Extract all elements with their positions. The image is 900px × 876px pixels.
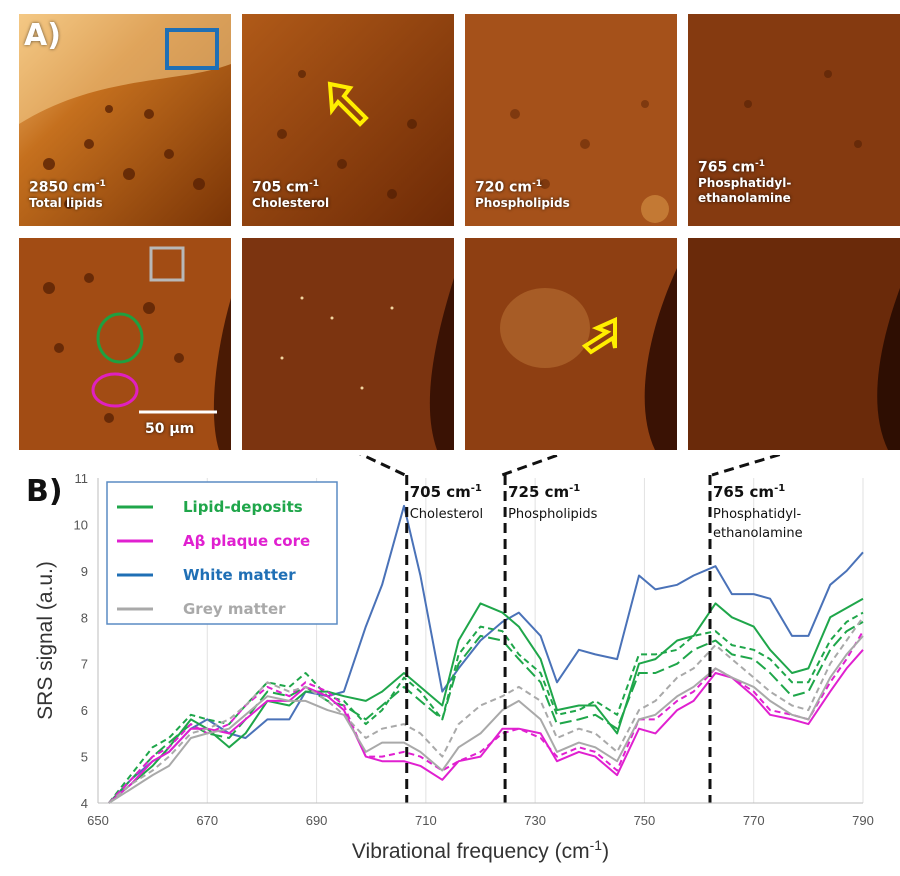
peak-wavenumber-label: 725 cm-1 [508,483,580,501]
white-matter-roi-box [165,28,219,70]
tile-label-cholesterol: 705 cm-1 Cholesterol [252,179,330,210]
micrograph-total-lipids-plaque [19,238,231,450]
y-tick-label: 4 [81,796,88,811]
micrograph-total-lipids [19,14,231,226]
tile-label-phospholipids: 720 cm-1 Phospholipids [475,179,570,210]
image-tile-cholesterol-plaque [242,238,454,450]
image-tile-phospholipids: 720 cm-1 Phospholipids [465,14,677,226]
plaque-core-roi-circle [91,372,139,408]
micrograph-phospholipids [465,14,677,226]
series-line-lipid-deposits-3 [108,621,864,804]
zoom-guide-line [711,455,784,477]
x-tick-label: 710 [415,813,437,828]
image-tile-total-lipids: 2850 cm-1 Total lipids [19,14,231,226]
chart-axes: 650 670 690 710 730 750 770 790 4 5 6 7 8 9 10 11 Vibrat… [34,471,874,863]
series-line-a-plaque-core-2 [108,630,864,804]
x-tick-label: 770 [743,813,765,828]
scale-bar-label: 50 µm [145,421,195,437]
tile-label-total-lipids: 2850 cm-1 Total lipids [29,179,106,210]
legend-entry-label: Aβ plaque core [183,532,310,550]
y-tick-label: 6 [81,703,88,718]
panel-a-label: A) [24,18,61,53]
image-tile-phosphatidylethanolamine: 765 cm-1 Phosphatidyl- ethanolamine [688,14,900,226]
x-tick-label: 650 [87,813,109,828]
micrograph-phospholipids-plaque [465,238,677,450]
panel-b-label: B) [26,474,63,509]
y-tick-label: 9 [81,564,88,579]
chart-legend: Lipid-deposits Aβ plaque core White matter… [106,481,338,625]
x-axis-label: Vibrational frequency (cm-1) [352,837,609,863]
image-tile-total-lipids-plaque: 50 µm [19,238,231,450]
peak-molecule-label-line2: ethanolamine [713,526,803,541]
legend-entry-label: White matter [183,566,296,584]
y-tick-label: 8 [81,610,88,625]
image-tile-phospholipids-plaque [465,238,677,450]
x-tick-label: 670 [196,813,218,828]
yellow-arrow-icon [327,81,369,127]
srs-spectrum-chart: 705 cm-1 Cholesterol 725 cm-1 Phospholipids… [34,455,874,863]
micrograph-cholesterol-plaque [242,238,454,450]
series-line-grey-matter-2 [108,616,864,804]
micrograph-phosphatidylethanolamine-plaque [688,238,900,450]
y-axis-label: SRS signal (a.u.) [34,561,57,720]
y-tick-label: 5 [81,750,88,765]
peak-wavenumber-label: 765 cm-1 [713,483,785,501]
y-tick-label: 7 [81,657,88,672]
series-line-grey-matter [108,635,864,804]
zoom-guide-lines [359,455,784,477]
zoom-guide-line [359,455,406,477]
peak-annotations: 705 cm-1 Cholesterol 725 cm-1 Phospholipids… [405,475,803,803]
y-tick-label: 10 [74,517,88,532]
y-tick-label: 11 [75,471,89,486]
micrograph-cholesterol [242,14,454,226]
x-tick-label: 730 [524,813,546,828]
x-tick-label: 690 [306,813,328,828]
x-tick-label: 790 [852,813,874,828]
peak-molecule-label: Cholesterol [410,507,483,522]
chart-series [108,504,864,804]
yellow-arrow-icon [581,316,617,355]
grey-matter-roi-box [149,246,185,282]
peak-molecule-label: Phospholipids [508,507,598,522]
x-tick-label: 750 [634,813,656,828]
peak-wavenumber-label: 705 cm-1 [410,483,482,501]
micrograph-phosphatidylethanolamine [688,14,900,226]
series-line-white-matter [108,504,864,804]
tile-label-phosphatidylethanolamine: 765 cm-1 Phosphatidyl- ethanolamine [698,159,792,205]
series-line-lipid-deposits-2 [108,611,864,804]
legend-entry-label: Grey matter [183,600,286,618]
legend-entry-label: Lipid-deposits [183,498,303,516]
lipid-deposit-roi-circle [96,312,144,364]
peak-molecule-label: Phosphatidyl- [713,507,802,522]
series-line-lipid-deposits [108,597,864,804]
image-tile-cholesterol: 705 cm-1 Cholesterol [242,14,454,226]
image-tile-phosphatidylethanolamine-plaque [688,238,900,450]
zoom-guide-line [501,455,563,477]
